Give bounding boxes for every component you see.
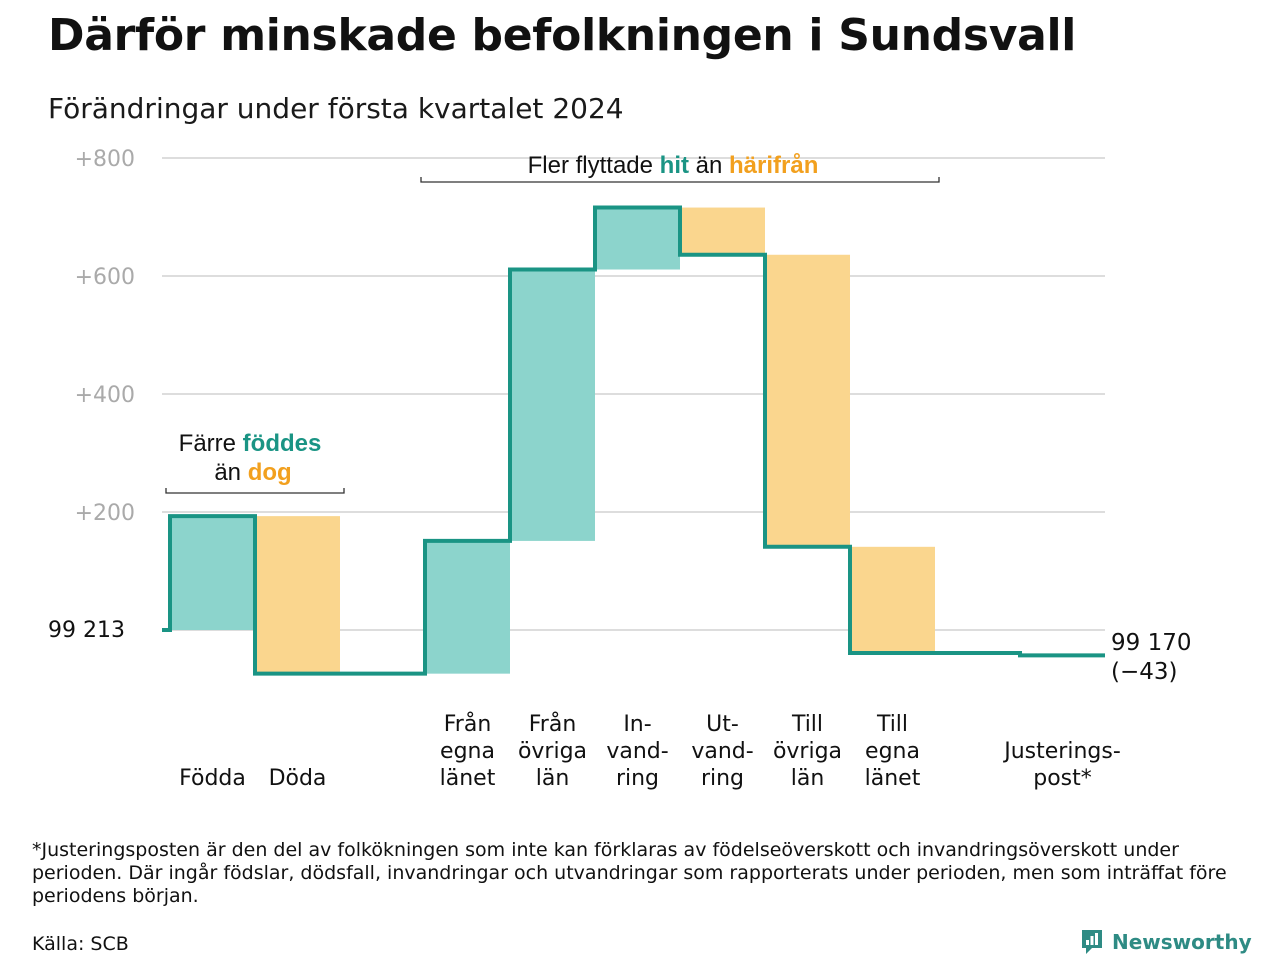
y-tick-label-800: +800 [75, 147, 135, 172]
category-label-1-0: Döda [269, 766, 327, 791]
annotation-migration-text: Fler flyttade hit än härifrån [528, 152, 819, 179]
bar-ut-vand-ring [680, 207, 765, 255]
category-label-5-0: In- [623, 712, 651, 737]
category-label-8-2: länet [865, 766, 921, 791]
category-label-3-0: Från [444, 711, 492, 737]
bar-till-övriga-län [765, 254, 850, 547]
bar-till-egna-länet [850, 546, 935, 654]
bar-från-övriga-län [510, 269, 595, 541]
category-label-5-2: ring [616, 766, 659, 791]
footnote: *Justeringsposten är den del av folkökni… [32, 839, 1227, 907]
end-change-label: (−43) [1111, 659, 1177, 685]
brand-logo: Newsworthy [1080, 926, 1252, 958]
category-label-3-2: länet [440, 766, 496, 791]
waterfall-chart: +200 +400 +600 +800 99 213 99 170 (−43) Födda Dö… [48, 147, 1191, 791]
category-label-6-0: Ut- [706, 712, 739, 737]
y-tick-label-200: +200 [75, 501, 135, 526]
y-tick-label-400: +400 [75, 383, 135, 408]
bar-in-vand-ring [595, 207, 680, 270]
category-label-8-0: Till [876, 712, 908, 737]
category-label-4-1: övriga [518, 739, 587, 764]
end-value-label: 99 170 [1111, 630, 1191, 656]
bar-från-egna-länet [425, 540, 510, 674]
newsworthy-logo-icon [1082, 930, 1102, 954]
category-label-6-2: ring [701, 766, 744, 791]
bar-döda [255, 516, 340, 674]
category-label-5-1: vand- [606, 739, 668, 764]
category-label-10-1: post* [1033, 766, 1092, 791]
chart-title: Därför minskade befolkningen i Sundsvall [48, 10, 1077, 61]
bar-födda [170, 516, 255, 630]
start-value-label: 99 213 [48, 618, 125, 643]
category-label-7-0: Till [791, 712, 823, 737]
category-label-6-1: vand- [691, 739, 753, 764]
category-label-10-0: Justerings- [1002, 739, 1121, 764]
annotation-migration-bracket [420, 177, 940, 183]
category-label-3-1: egna [440, 739, 495, 764]
category-label-7-2: län [791, 766, 825, 791]
brand-name: Newsworthy [1112, 930, 1252, 954]
annotation-births-line2: än dog [214, 459, 291, 486]
population-step-line [162, 205, 1105, 676]
category-label-4-0: Från [529, 711, 577, 737]
category-label-0-0: Födda [179, 766, 246, 791]
annotation-births-line1: Färre föddes [179, 430, 322, 457]
annotation-births-bracket [165, 488, 345, 494]
y-tick-label-600: +600 [75, 265, 135, 290]
category-label-4-2: län [536, 766, 570, 791]
source-note: Källa: SCB [32, 933, 129, 955]
waterfall-bars [170, 207, 935, 674]
category-label-8-1: egna [865, 739, 920, 764]
category-label-7-1: övriga [773, 739, 842, 764]
chart-subtitle: Förändringar under första kvartalet 2024 [48, 92, 624, 125]
annotation-migration: Fler flyttade hit än härifrån [420, 152, 940, 183]
